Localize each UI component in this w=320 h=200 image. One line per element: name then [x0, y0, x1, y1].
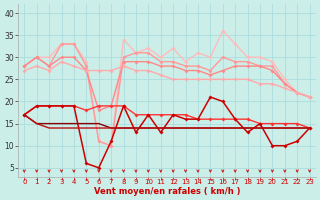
X-axis label: Vent moyen/en rafales ( km/h ): Vent moyen/en rafales ( km/h ) [94, 187, 240, 196]
